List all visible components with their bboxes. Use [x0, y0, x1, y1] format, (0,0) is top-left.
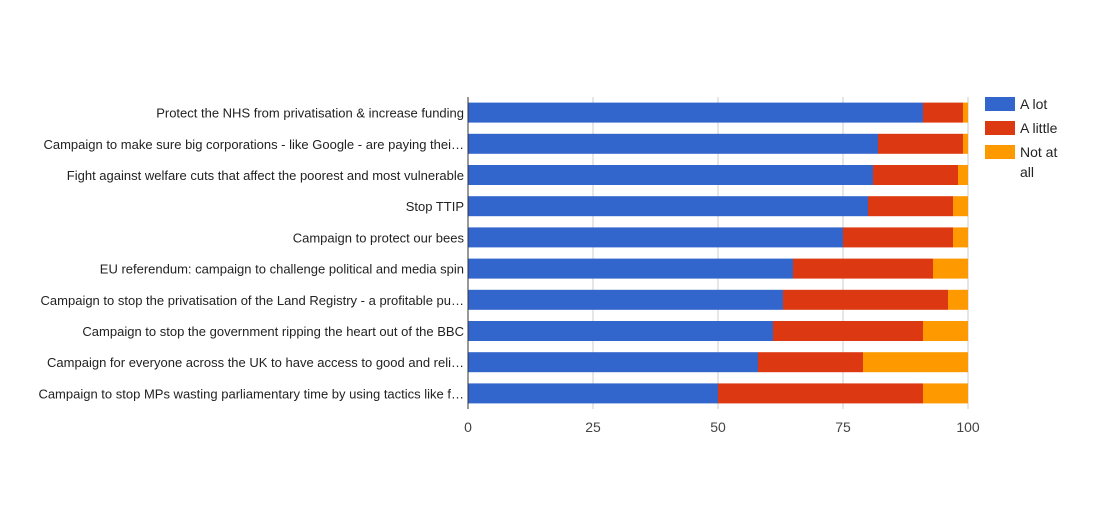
x-tick-label: 75: [835, 419, 851, 435]
bar-not-at-all: [953, 227, 968, 248]
category-label: Fight against welfare cuts that affect t…: [67, 168, 464, 183]
category-label: Campaign for everyone across the UK to h…: [47, 355, 464, 370]
category-label: EU referendum: campaign to challenge pol…: [100, 262, 464, 277]
bar-a-lot: [468, 383, 718, 404]
bar-a-lot: [468, 289, 783, 310]
category-label: Campaign to make sure big corporations -…: [43, 137, 464, 152]
legend: A lot A little Not at all: [985, 96, 1058, 180]
legend-swatch: [985, 121, 1015, 135]
category-label: Campaign to stop the privatisation of th…: [41, 293, 464, 308]
bar-a-little: [718, 383, 923, 404]
category-label: Campaign to protect our bees: [293, 230, 465, 245]
bar-a-little: [793, 258, 933, 279]
x-tick-label: 100: [956, 419, 980, 435]
bar-a-lot: [468, 102, 923, 123]
bar-a-little: [878, 133, 963, 154]
bar-a-little: [773, 321, 923, 341]
bar-not-at-all: [963, 133, 968, 154]
x-tick-label: 25: [585, 419, 601, 435]
bar-a-lot: [468, 258, 793, 279]
bar-a-little: [758, 352, 863, 373]
bar-a-lot: [468, 321, 773, 341]
legend-swatch: [985, 97, 1015, 111]
legend-label: all: [1020, 164, 1034, 180]
bar-a-little: [843, 227, 953, 248]
bar-not-at-all: [963, 102, 968, 123]
category-label: Stop TTIP: [406, 199, 464, 214]
bar-not-at-all: [863, 352, 968, 373]
bar-a-lot: [468, 133, 878, 154]
category-labels: Protect the NHS from privatisation & inc…: [38, 106, 464, 402]
x-tick-label: 50: [710, 419, 726, 435]
bars: [468, 102, 968, 404]
x-axis-ticks: 0 25 50 75 100: [464, 419, 980, 435]
bar-not-at-all: [923, 383, 968, 404]
bar-a-lot: [468, 196, 868, 217]
bar-not-at-all: [953, 196, 968, 217]
bar-a-lot: [468, 227, 843, 248]
bar-not-at-all: [958, 165, 968, 185]
category-label: Campaign to stop MPs wasting parliamenta…: [38, 386, 464, 401]
bar-a-little: [873, 165, 958, 185]
bar-a-lot: [468, 165, 873, 185]
legend-label: A little: [1020, 120, 1058, 136]
legend-label: Not at: [1020, 144, 1057, 160]
category-label: Campaign to stop the government ripping …: [82, 324, 464, 339]
category-label: Protect the NHS from privatisation & inc…: [156, 106, 464, 121]
bar-a-little: [923, 102, 963, 123]
bar-not-at-all: [933, 258, 968, 279]
legend-swatch: [985, 145, 1015, 159]
bar-a-lot: [468, 352, 758, 373]
bar-a-little: [868, 196, 953, 217]
bar-not-at-all: [923, 321, 968, 341]
bar-not-at-all: [948, 289, 968, 310]
x-tick-label: 0: [464, 419, 472, 435]
legend-label: A lot: [1020, 96, 1047, 112]
bar-a-little: [783, 289, 948, 310]
